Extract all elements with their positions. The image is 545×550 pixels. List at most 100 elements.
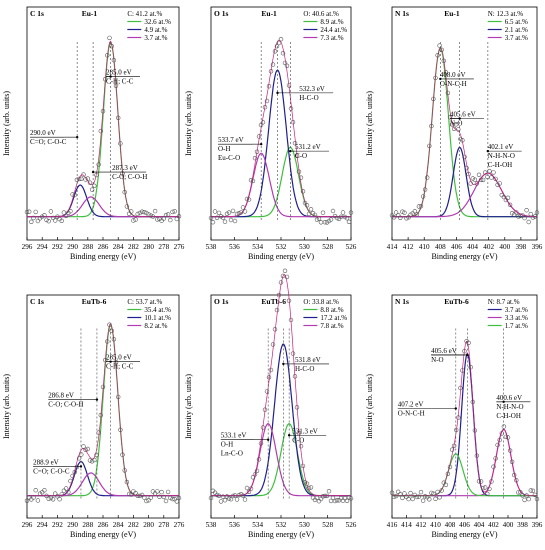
data-marker bbox=[31, 215, 36, 221]
data-marker bbox=[433, 496, 438, 501]
x-tick-label: 400 bbox=[503, 521, 514, 529]
data-marker bbox=[464, 165, 469, 171]
data-marker bbox=[511, 472, 517, 478]
legend-entry: 8.2 at.% bbox=[144, 322, 167, 330]
data-marker bbox=[42, 213, 47, 218]
data-marker bbox=[276, 292, 282, 298]
data-marker bbox=[100, 108, 106, 114]
data-marker bbox=[228, 217, 234, 223]
core-level-title: O 1s bbox=[214, 9, 228, 18]
data-marker bbox=[98, 413, 104, 418]
x-tick-label: 284 bbox=[113, 243, 124, 251]
peak-annotation: 288.9 eV bbox=[33, 458, 59, 466]
x-tick-label: 398 bbox=[515, 243, 526, 251]
x-tick-label: 406 bbox=[451, 243, 462, 251]
data-marker bbox=[427, 497, 432, 502]
x-tick-label: 532 bbox=[276, 521, 287, 529]
data-marker bbox=[398, 215, 403, 221]
data-marker bbox=[474, 453, 480, 458]
data-marker bbox=[33, 488, 38, 493]
data-marker bbox=[346, 219, 352, 225]
data-marker bbox=[456, 127, 461, 132]
data-marker bbox=[129, 209, 134, 214]
data-marker bbox=[439, 488, 444, 493]
data-marker bbox=[118, 141, 123, 146]
data-marker bbox=[222, 219, 228, 224]
peak-annotation: H-C-O bbox=[295, 365, 314, 373]
data-marker bbox=[316, 216, 322, 222]
data-marker bbox=[429, 123, 434, 129]
data-marker bbox=[396, 489, 401, 494]
legend-title: C: 53.7 at.% bbox=[127, 298, 162, 306]
x-tick-label: 530 bbox=[299, 521, 310, 529]
data-marker bbox=[272, 327, 278, 332]
annotation-arrowhead bbox=[466, 353, 469, 357]
series-curve bbox=[211, 152, 351, 218]
data-marker bbox=[70, 192, 75, 197]
data-marker bbox=[485, 491, 490, 496]
data-marker bbox=[216, 493, 222, 498]
data-marker bbox=[74, 464, 80, 470]
x-tick-label: 292 bbox=[52, 521, 63, 529]
data-marker bbox=[348, 210, 354, 215]
data-marker bbox=[144, 498, 149, 504]
data-marker bbox=[431, 96, 436, 102]
data-marker bbox=[284, 63, 290, 69]
data-marker bbox=[284, 274, 290, 280]
data-marker bbox=[476, 479, 482, 484]
chart-panel-2: 538 536 534 532 530 528 526 Binding energy (eV)… bbox=[184, 6, 357, 261]
data-marker bbox=[264, 389, 270, 394]
data-marker bbox=[142, 210, 147, 215]
data-marker bbox=[107, 322, 112, 327]
data-marker bbox=[480, 485, 486, 491]
data-marker bbox=[470, 399, 475, 405]
data-marker bbox=[447, 464, 453, 470]
x-axis-label: Binding energy (eV) bbox=[248, 530, 314, 539]
core-level-title: N 1s bbox=[395, 9, 409, 18]
sample-title: Eu-1 bbox=[82, 9, 98, 18]
annotation-arrowhead bbox=[79, 465, 83, 468]
y-axis-label: Intensity (arb. units) bbox=[184, 374, 193, 439]
data-marker bbox=[72, 469, 78, 475]
data-marker bbox=[509, 459, 515, 464]
envelope-curve bbox=[27, 323, 179, 497]
data-marker bbox=[242, 209, 248, 214]
data-marker bbox=[63, 486, 69, 491]
envelope-curve bbox=[392, 341, 537, 497]
data-marker bbox=[518, 213, 523, 219]
x-axis-label: Binding energy (eV) bbox=[431, 530, 497, 539]
annotation-arrowhead bbox=[486, 149, 490, 153]
annotation-arrowhead bbox=[454, 407, 457, 410]
data-marker bbox=[260, 425, 266, 430]
annotation-arrowhead bbox=[439, 77, 442, 81]
data-marker bbox=[109, 328, 114, 333]
data-marker bbox=[89, 187, 95, 192]
data-marker bbox=[115, 394, 121, 400]
data-marker bbox=[111, 57, 117, 63]
data-marker bbox=[290, 351, 296, 356]
data-marker bbox=[216, 210, 222, 216]
data-marker bbox=[35, 498, 41, 503]
data-marker bbox=[137, 210, 143, 216]
x-axis-label: Binding energy (eV) bbox=[70, 530, 136, 539]
data-marker bbox=[278, 280, 284, 285]
data-marker bbox=[324, 493, 330, 499]
peak-annotation: C-O bbox=[292, 436, 304, 444]
x-tick-label: 282 bbox=[128, 521, 139, 529]
legend-entry: 24.4 at.% bbox=[320, 26, 347, 34]
legend-entry: 7.8 at.% bbox=[320, 322, 343, 330]
data-marker bbox=[514, 210, 519, 215]
data-marker bbox=[59, 218, 64, 224]
data-marker bbox=[462, 154, 467, 160]
data-marker bbox=[274, 43, 280, 49]
peak-annotation: C-H-OH bbox=[488, 161, 513, 169]
peak-annotation: 285.0 eV bbox=[106, 69, 132, 77]
peak-annotation: 405.6 eV bbox=[450, 111, 476, 119]
data-marker bbox=[491, 464, 496, 469]
peak-annotation: 533.1 eV bbox=[221, 432, 247, 440]
data-marker bbox=[429, 490, 434, 496]
data-marker bbox=[262, 407, 268, 412]
data-marker bbox=[228, 497, 234, 502]
data-marker bbox=[242, 497, 248, 502]
